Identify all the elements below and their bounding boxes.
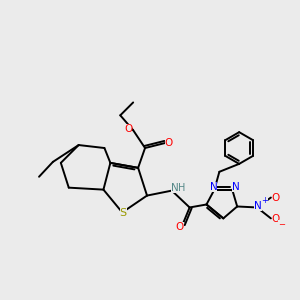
Text: O: O [272, 214, 280, 224]
Text: N: N [209, 182, 217, 192]
Text: O: O [165, 138, 173, 148]
Text: O: O [272, 193, 280, 202]
Text: N: N [254, 202, 262, 212]
Text: N: N [232, 182, 240, 192]
Text: H: H [178, 183, 185, 193]
Text: O: O [176, 222, 184, 232]
Text: N: N [171, 183, 178, 193]
Text: +: + [262, 196, 268, 205]
Text: −: − [278, 220, 285, 229]
Text: S: S [120, 208, 127, 218]
Text: O: O [124, 124, 132, 134]
